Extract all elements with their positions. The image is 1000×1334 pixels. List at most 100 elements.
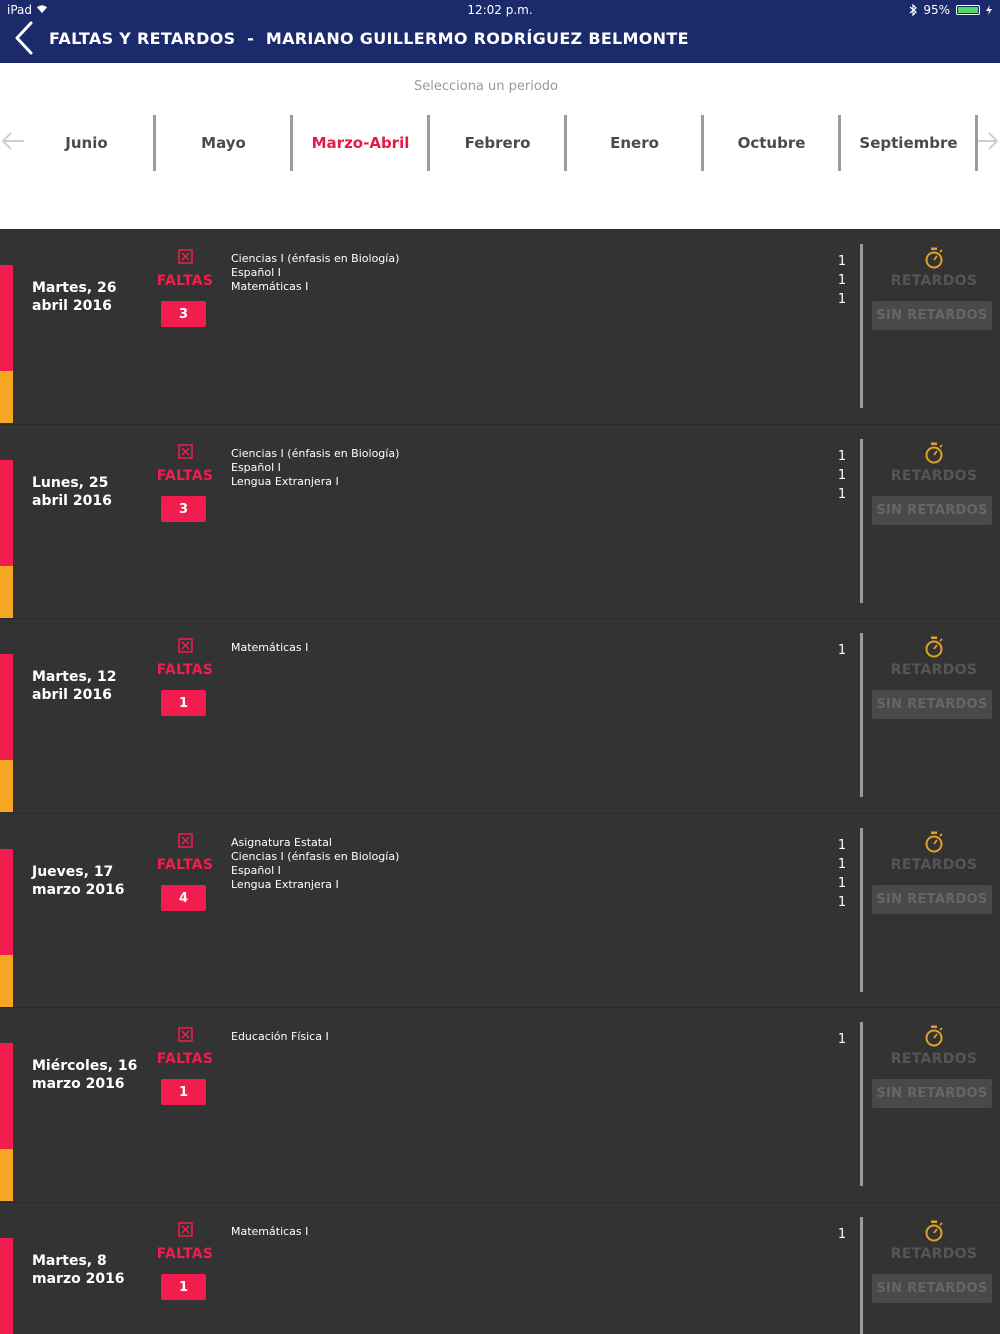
- subject-name: Lengua Extranjera I: [231, 475, 339, 488]
- record-date: Martes, 26 abril 2016: [32, 280, 117, 314]
- retardos-indicator-bar: [0, 566, 13, 618]
- charging-icon: [986, 5, 992, 15]
- column-divider: [860, 633, 863, 797]
- subject-name: Educación Física I: [231, 1030, 329, 1043]
- bluetooth-icon: [909, 4, 918, 16]
- wifi-icon: [36, 5, 47, 13]
- subject-name: Matemáticas I: [231, 1225, 309, 1238]
- retardos-indicator-bar: [0, 1149, 13, 1201]
- month-divider: [701, 115, 704, 171]
- subject-name: Asignatura Estatal: [231, 836, 332, 849]
- status-right: 95%: [909, 3, 992, 17]
- status-left: iPad: [7, 3, 48, 17]
- subject-count: 1: [837, 1227, 847, 1242]
- arrow-left-icon[interactable]: [0, 131, 26, 151]
- subject-list: Ciencias I (énfasis en Biología) Español …: [231, 447, 731, 489]
- device-label: iPad: [7, 3, 33, 17]
- sin-retardos-badge: SIN RETARDOS: [872, 1274, 992, 1303]
- faltas-indicator-bar: [0, 654, 13, 760]
- column-divider: [860, 828, 863, 992]
- subject-list: Matemáticas I: [231, 641, 731, 655]
- retardos-label: RETARDOS: [890, 273, 978, 289]
- retardos-label: RETARDOS: [890, 1051, 978, 1067]
- faltas-label: FALTAS: [156, 857, 214, 873]
- faltas-label: FALTAS: [156, 662, 214, 678]
- subject-count-list: 1 1 1 1: [832, 836, 852, 912]
- status-bar: iPad 12:02 p.m. 95%: [0, 0, 1000, 20]
- retardos-label: RETARDOS: [890, 1246, 978, 1262]
- record-date: Jueves, 17 marzo 2016: [32, 864, 125, 898]
- subject-count: 1: [837, 1032, 847, 1047]
- month-divider: [153, 115, 156, 171]
- month-tab-junio[interactable]: Junio: [65, 134, 108, 152]
- month-tab-mayo[interactable]: Mayo: [201, 134, 246, 152]
- subject-count: 1: [837, 292, 847, 307]
- month-tab-marzo-abril[interactable]: Marzo-Abril: [311, 134, 410, 152]
- attendance-record[interactable]: Jueves, 17 marzo 2016 FALTAS 4 Asignatura E…: [0, 813, 1000, 1007]
- attendance-record[interactable]: Martes, 8 marzo 2016 FALTAS 1 Matemáticas I…: [0, 1202, 1000, 1334]
- sin-retardos-badge: SIN RETARDOS: [872, 496, 992, 525]
- faltas-indicator-bar: [0, 1238, 13, 1334]
- retardos-label: RETARDOS: [890, 662, 978, 678]
- column-divider: [860, 244, 863, 408]
- subject-count: 1: [837, 643, 847, 658]
- attendance-record[interactable]: Martes, 12 abril 2016 FALTAS 1 Matemáticas …: [0, 618, 1000, 812]
- back-chevron-icon[interactable]: [8, 20, 40, 60]
- subject-count: 1: [837, 468, 847, 483]
- month-divider: [838, 115, 841, 171]
- stopwatch-icon: [924, 1220, 944, 1242]
- period-label: Selecciona un periodo: [413, 79, 559, 94]
- retardos-indicator-bar: [0, 955, 13, 1007]
- battery-percent: 95%: [923, 3, 950, 17]
- retardos-label: RETARDOS: [890, 857, 978, 873]
- month-tab-enero[interactable]: Enero: [610, 134, 659, 152]
- record-date: Martes, 8 marzo 2016: [32, 1253, 125, 1287]
- period-selector: Selecciona un periodo Junio Mayo Marzo-Abr…: [0, 63, 1000, 229]
- faltas-indicator-bar: [0, 849, 13, 955]
- arrow-right-icon[interactable]: [976, 131, 1000, 151]
- stopwatch-icon: [924, 636, 944, 658]
- retardos-label: RETARDOS: [890, 468, 978, 484]
- faltas-indicator-bar: [0, 1043, 13, 1149]
- subject-count: 1: [837, 449, 847, 464]
- subject-name: Lengua Extranjera I: [231, 878, 339, 891]
- subject-count-list: 1: [832, 1030, 852, 1049]
- attendance-record[interactable]: Martes, 26 abril 2016 FALTAS 3 Ciencias I (…: [0, 229, 1000, 423]
- faltas-count-badge: 3: [161, 496, 206, 522]
- record-date: Martes, 12 abril 2016: [32, 669, 117, 703]
- stopwatch-icon: [924, 442, 944, 464]
- faltas-count-badge: 1: [161, 1274, 206, 1300]
- subject-list: Asignatura Estatal Ciencias I (énfasis en…: [231, 836, 731, 892]
- subject-name: Español I: [231, 266, 281, 279]
- subject-count: 1: [837, 273, 847, 288]
- faltas-count-badge: 4: [161, 885, 206, 911]
- faltas-count-badge: 1: [161, 1079, 206, 1105]
- subject-name: Matemáticas I: [231, 280, 309, 293]
- absence-x-icon: [178, 1027, 193, 1042]
- sin-retardos-badge: SIN RETARDOS: [872, 690, 992, 719]
- month-divider: [290, 115, 293, 171]
- subject-name: Ciencias I (énfasis en Biología): [231, 850, 400, 863]
- month-tab-septiembre[interactable]: Septiembre: [859, 134, 958, 152]
- absence-x-icon: [178, 249, 193, 264]
- record-date: Lunes, 25 abril 2016: [32, 475, 112, 509]
- column-divider: [860, 439, 863, 603]
- subject-count: 1: [837, 487, 847, 502]
- stopwatch-icon: [924, 831, 944, 853]
- navbar: FALTAS Y RETARDOS - MARIANO GUILLERMO RO…: [0, 20, 1000, 63]
- subject-count: 1: [837, 895, 847, 910]
- absence-x-icon: [178, 444, 193, 459]
- attendance-record[interactable]: Miércoles, 16 marzo 2016 FALTAS 1 Educación…: [0, 1007, 1000, 1201]
- month-list: Junio Mayo Marzo-Abril Febrero Enero Octubre S…: [18, 115, 978, 171]
- subject-name: Español I: [231, 864, 281, 877]
- month-tab-febrero[interactable]: Febrero: [464, 134, 531, 152]
- record-date: Miércoles, 16 marzo 2016: [32, 1058, 138, 1092]
- subject-list: Matemáticas I: [231, 1225, 731, 1239]
- column-divider: [860, 1217, 863, 1334]
- month-tab-octubre[interactable]: Octubre: [737, 134, 806, 152]
- battery-icon: [956, 5, 980, 15]
- faltas-count-badge: 3: [161, 301, 206, 327]
- faltas-label: FALTAS: [156, 1051, 214, 1067]
- absence-x-icon: [178, 1222, 193, 1237]
- attendance-record[interactable]: Lunes, 25 abril 2016 FALTAS 3 Ciencias I (é…: [0, 424, 1000, 618]
